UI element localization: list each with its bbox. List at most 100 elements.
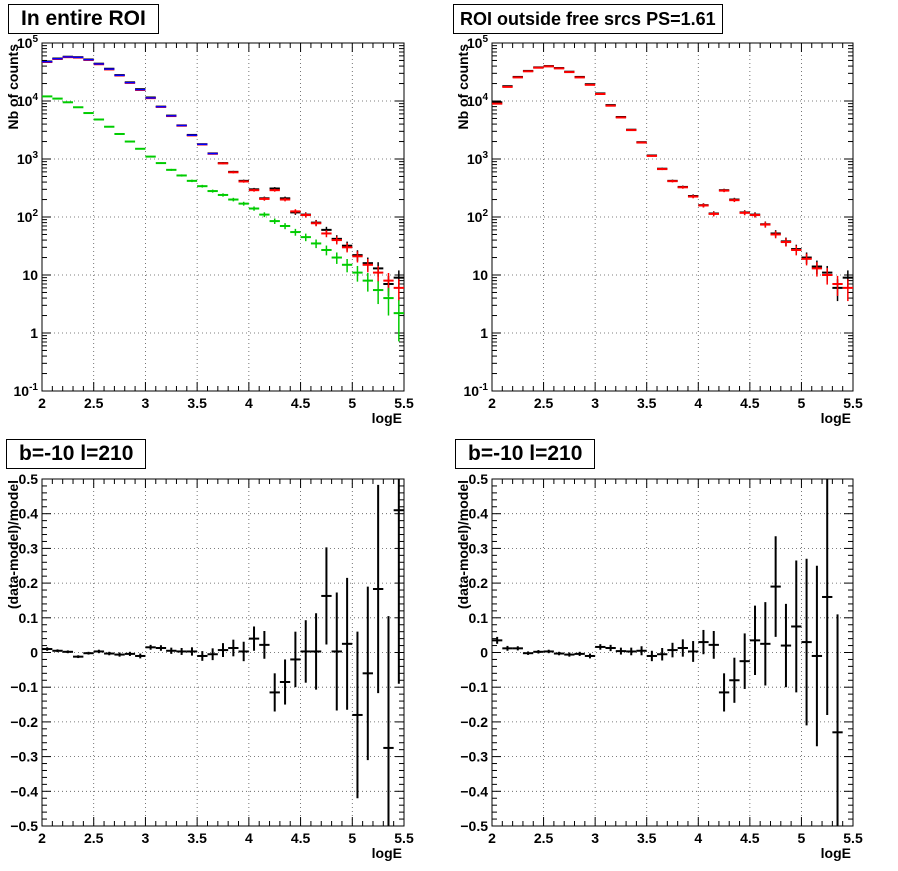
y-tick-label: 10 xyxy=(472,267,488,283)
bin-marker xyxy=(125,141,135,142)
bin-marker xyxy=(657,168,667,170)
x-tick-label: 2 xyxy=(38,830,46,846)
x-tick-label: 2 xyxy=(488,830,496,846)
y-tick-label: 0.3 xyxy=(469,540,489,556)
y-tick-label: 0.2 xyxy=(19,575,39,591)
panel-3: 2 2.5 3 3.5 4 4.5 5 5.5−0.5−0.4−0.3−0.2−0.100.1… xyxy=(5,471,414,861)
y-tick-label: 0.4 xyxy=(469,506,489,522)
x-axis-label: logE xyxy=(372,410,402,426)
panel-4-title: b=-10 l=210 xyxy=(455,439,595,469)
y-tick-label: 10-1 xyxy=(14,382,39,399)
x-tick-label: 3.5 xyxy=(637,830,657,846)
x-tick-label: 3.5 xyxy=(187,830,207,846)
x-tick-label: 3 xyxy=(142,830,150,846)
y-tick-label: 102 xyxy=(17,208,39,225)
y-axis-label: Nb of counts xyxy=(455,44,471,130)
x-tick-label: 5.5 xyxy=(394,395,414,411)
y-tick-label: −0.1 xyxy=(460,679,488,695)
y-axis-label: (data-model)/model xyxy=(5,480,21,609)
x-tick-label: 2.5 xyxy=(534,830,554,846)
panel-1: 2 2.5 3 3.5 4 4.5 5 5.510-1110102103104105logEN… xyxy=(5,34,414,426)
x-axis-label: logE xyxy=(372,845,402,861)
y-tick-label: 0.5 xyxy=(19,471,39,487)
y-tick-label: 103 xyxy=(17,150,39,167)
y-tick-label: −0.4 xyxy=(460,783,488,799)
x-tick-label: 4.5 xyxy=(291,395,311,411)
panel-2-title: ROI outside free srcs PS=1.61 xyxy=(453,4,723,34)
x-tick-label: 5 xyxy=(798,830,806,846)
y-tick-label: −0.3 xyxy=(10,749,38,765)
x-tick-label: 3 xyxy=(591,395,599,411)
y-tick-label: 0.1 xyxy=(19,610,39,626)
panel-2: 2 2.5 3 3.5 4 4.5 5 5.510-1110102103104105logEN… xyxy=(455,34,863,426)
y-tick-label: −0.3 xyxy=(460,749,488,765)
bin-marker xyxy=(218,163,228,165)
y-tick-label: 0.4 xyxy=(19,506,39,522)
residual-point xyxy=(52,649,62,652)
bin-marker xyxy=(156,162,166,164)
bin-marker xyxy=(187,180,197,182)
residual-point xyxy=(73,655,83,658)
y-tick-label: −0.1 xyxy=(10,679,38,695)
x-tick-label: 4.5 xyxy=(291,830,311,846)
y-tick-label: −0.2 xyxy=(460,714,488,730)
y-tick-label: −0.5 xyxy=(460,818,488,834)
y-tick-label: −0.4 xyxy=(10,783,38,799)
bin-marker xyxy=(207,153,217,154)
x-tick-label: 4 xyxy=(694,830,702,846)
residual-point xyxy=(63,650,73,653)
x-tick-label: 5 xyxy=(348,395,356,411)
panel-3-title: b=-10 l=210 xyxy=(6,439,146,469)
x-tick-label: 3 xyxy=(591,830,599,846)
bin-marker xyxy=(647,155,657,156)
x-axis-label: logE xyxy=(821,410,851,426)
x-tick-label: 4.5 xyxy=(740,395,760,411)
y-tick-label: 10 xyxy=(22,267,38,283)
x-tick-label: 5.5 xyxy=(394,830,414,846)
bin-marker xyxy=(239,180,249,182)
panel-1-title: In entire ROI xyxy=(8,4,159,34)
x-tick-label: 3.5 xyxy=(637,395,657,411)
x-tick-label: 2 xyxy=(488,395,496,411)
x-tick-label: 3 xyxy=(142,395,150,411)
y-tick-label: 10-1 xyxy=(464,382,489,399)
x-tick-label: 5.5 xyxy=(843,830,863,846)
y-tick-label: 1 xyxy=(30,325,38,341)
x-tick-label: 4 xyxy=(694,395,702,411)
panel-4: 2 2.5 3 3.5 4 4.5 5 5.5 −0.5 −0.4 −0.3 −0.2 −0.1 0 0.1… xyxy=(455,471,863,861)
y-tick-label: 0 xyxy=(30,645,38,661)
residual-point xyxy=(83,652,93,655)
x-tick-label: 3.5 xyxy=(187,395,207,411)
bin-marker xyxy=(135,148,145,149)
y-tick-label: 0.5 xyxy=(469,471,489,487)
y-tick-label: 0.3 xyxy=(19,540,39,556)
bin-marker xyxy=(176,174,186,176)
x-tick-label: 5 xyxy=(798,395,806,411)
x-tick-label: 4 xyxy=(245,395,253,411)
x-tick-label: 4.5 xyxy=(740,830,760,846)
bin-marker xyxy=(145,156,155,158)
x-tick-label: 4 xyxy=(245,830,253,846)
x-tick-label: 2.5 xyxy=(84,830,104,846)
bin-marker xyxy=(166,169,176,171)
bin-marker xyxy=(636,142,646,143)
bin-marker xyxy=(667,180,677,182)
y-axis-label: (data-model)/model xyxy=(455,480,471,609)
y-tick-label: 0.1 xyxy=(469,610,489,626)
bin-marker xyxy=(228,171,238,173)
x-tick-label: 5.5 xyxy=(843,395,863,411)
y-tick-label: 103 xyxy=(467,150,489,167)
x-axis-label: logE xyxy=(821,845,851,861)
x-tick-label: 2.5 xyxy=(84,395,104,411)
y-tick-label: 1 xyxy=(480,325,488,341)
y-tick-label: −0.5 xyxy=(10,818,38,834)
y-axis-label: Nb of counts xyxy=(5,44,21,130)
x-tick-label: 2 xyxy=(38,395,46,411)
y-tick-label: 0 xyxy=(480,645,488,661)
bin-marker xyxy=(197,185,207,188)
x-tick-label: 5 xyxy=(348,830,356,846)
y-tick-label: 0.2 xyxy=(469,575,489,591)
y-tick-label: 102 xyxy=(467,208,489,225)
x-tick-label: 2.5 xyxy=(534,395,554,411)
